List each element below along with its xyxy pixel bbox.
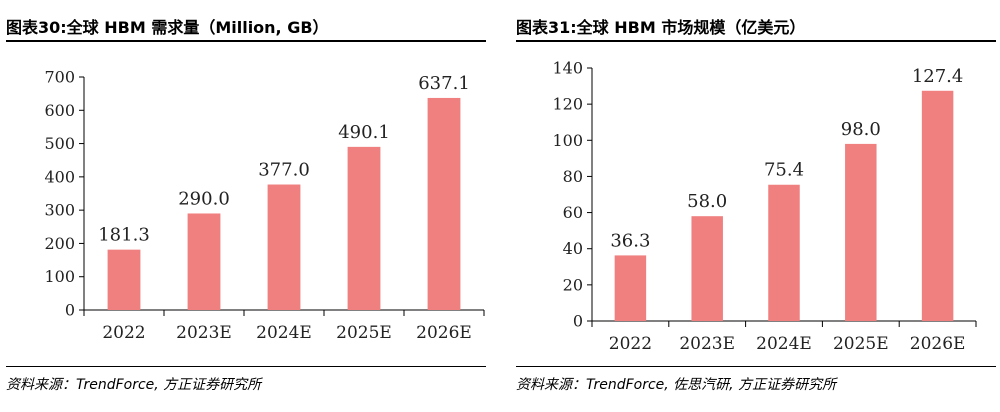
data-label: 58.0 (687, 191, 727, 212)
bar (691, 216, 723, 321)
y-tick-label: 40 (563, 239, 583, 258)
chart-panel-hbm-market: 图表31:全球 HBM 市场规模（亿美元） 0 20 40 60 80 100 120 140… (510, 0, 1000, 412)
x-tick-label: 2023E (679, 334, 735, 354)
source-rule (516, 366, 996, 367)
bar (427, 97, 461, 311)
data-label: 490.1 (338, 122, 390, 143)
y-tick-label: 200 (44, 234, 75, 253)
y-tick-label: 0 (65, 301, 75, 320)
title-rule (516, 40, 996, 42)
title-rule (6, 40, 486, 42)
data-label: 75.4 (764, 160, 804, 181)
bar (107, 249, 141, 310)
y-tick-label: 100 (44, 267, 75, 286)
data-label: 98.0 (841, 119, 881, 140)
chart-title: 图表31:全球 HBM 市场规模（亿美元） (516, 18, 806, 37)
x-tick-label: 2022 (102, 323, 145, 343)
bar (845, 143, 877, 321)
chart-title: 图表30:全球 HBM 需求量（Million, GB） (6, 18, 329, 37)
y-tick-label: 120 (552, 95, 583, 114)
y-tick-label: 60 (563, 203, 583, 222)
y-tick-label: 500 (44, 134, 75, 153)
x-tick-label: 2025E (833, 334, 889, 354)
x-tick-label: 2022 (609, 334, 652, 354)
y-tick-label: 100 (552, 131, 583, 150)
data-label: 36.3 (610, 230, 650, 251)
y-tick-label: 20 (563, 275, 583, 294)
x-tick-label: 2024E (756, 334, 812, 354)
data-label: 637.1 (418, 73, 470, 94)
y-tick-label: 140 (552, 59, 583, 78)
x-tick-label: 2026E (910, 334, 966, 354)
bar-chart-hbm-market: 0 20 40 60 80 100 120 140 36.3 2022 58.0 2023E 75.4 2… (552, 59, 977, 354)
data-label: 377.0 (258, 160, 310, 181)
bar-chart-hbm-demand: 0 100 200 300 400 500 600 700 181.3 2022 290.0 2023… (44, 68, 485, 343)
bar (347, 146, 381, 310)
y-tick-label: 80 (563, 167, 583, 186)
y-tick-label: 700 (44, 68, 75, 87)
chart-panel-hbm-demand: 图表30:全球 HBM 需求量（Million, GB） 0 100 200 300 4… (0, 0, 490, 412)
source-rule (6, 366, 486, 367)
y-tick-label: 400 (44, 167, 75, 186)
chart-source: 资料来源：TrendForce, 方正证券研究所 (6, 377, 262, 393)
y-tick-label: 300 (44, 201, 75, 220)
data-label: 290.0 (178, 188, 230, 209)
x-tick-label: 2025E (336, 323, 392, 343)
x-tick-label: 2026E (416, 323, 472, 343)
data-label: 181.3 (98, 225, 150, 246)
bar (267, 184, 301, 310)
bar (187, 213, 221, 310)
bar (921, 90, 954, 321)
x-tick-label: 2023E (176, 323, 232, 343)
x-tick-label: 2024E (256, 323, 312, 343)
data-label: 127.4 (912, 66, 964, 87)
bar (768, 184, 800, 321)
chart-source: 资料来源：TrendForce, 佐思汽研, 方正证券研究所 (516, 377, 837, 393)
bar (614, 255, 647, 321)
y-tick-label: 600 (44, 101, 75, 120)
y-tick-label: 0 (573, 312, 583, 331)
